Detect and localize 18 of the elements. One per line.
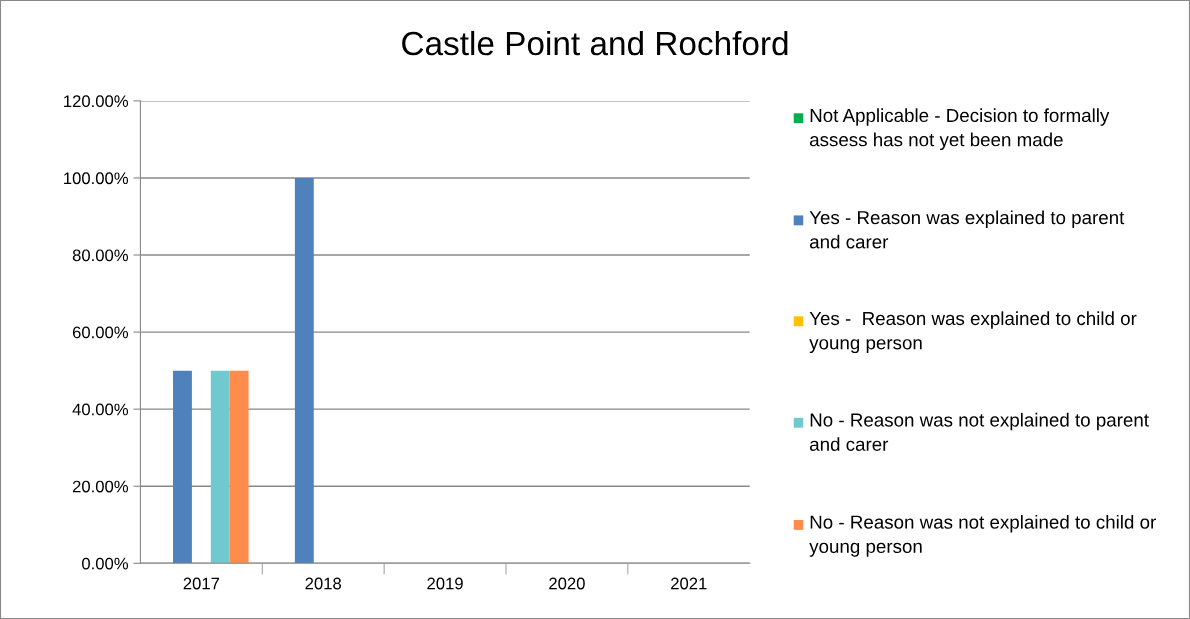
- y-tick-label: 20.00%: [72, 480, 129, 493]
- y-tick-label: 80.00%: [72, 249, 129, 262]
- legend-label: Not Applicable - Decision to formally assess has not yet been made: [810, 108, 1110, 151]
- legend-label: No - Reason was not explained to child or young person: [809, 515, 1156, 557]
- x-tick-label: 2019: [427, 577, 463, 590]
- legend-label: No - Reason was not explained to parent and carer: [810, 412, 1149, 451]
- x-tick-label: 2018: [305, 577, 342, 590]
- y-tick-label: 60.00%: [72, 326, 129, 339]
- y-tick-label: 40.00%: [72, 403, 129, 416]
- legend-label: Yes - Reason was explained to child or young person: [809, 311, 1137, 354]
- x-tick-label: 2021: [671, 577, 707, 590]
- legend-label: Yes - Reason was explained to parent and carer: [809, 210, 1125, 249]
- y-tick-label: 120.00%: [64, 95, 129, 108]
- x-tick-label: 2017: [183, 577, 220, 590]
- chart-title: Castle Point and Rochford: [402, 30, 788, 56]
- y-tick-label: 0.00%: [82, 557, 129, 570]
- y-tick-label: 100.00%: [64, 172, 129, 185]
- x-tick-label: 2020: [549, 577, 585, 590]
